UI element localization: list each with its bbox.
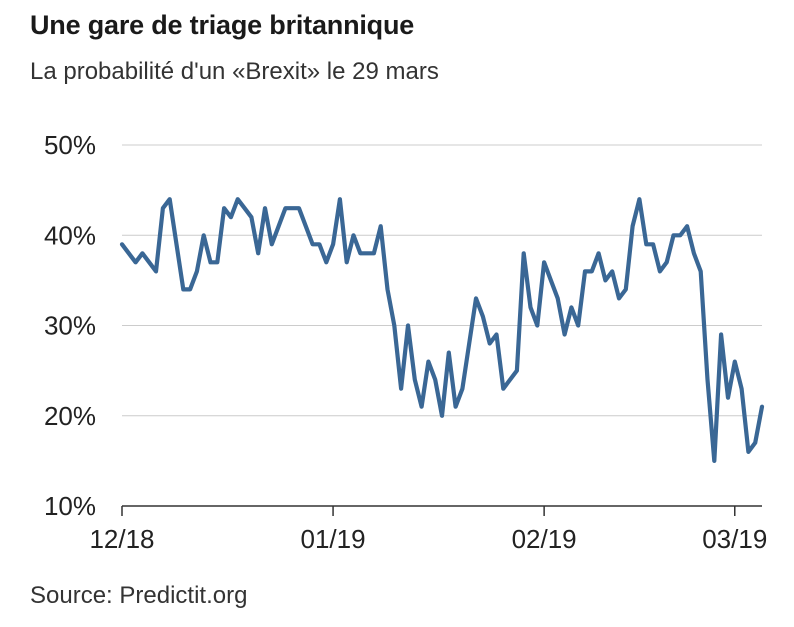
- source-note: Source: Predictit.org: [30, 582, 248, 609]
- chart-title: Une gare de triage britannique: [30, 10, 415, 40]
- series-layer: [119, 197, 765, 463]
- x-axis: [121, 505, 762, 516]
- tick-labels: 50% 40% 30% 20% 10%12/18 01/19 02/19 03/19: [44, 130, 767, 554]
- y-tick-label-30: 30%: [44, 311, 96, 341]
- series-line-0: [119, 197, 765, 463]
- y-tick-label-40: 40%: [44, 220, 96, 250]
- chart-subtitle: La probabilité d'un «Brexit» le 29 mars: [30, 58, 439, 85]
- x-tick-label-0: 12/18: [89, 524, 154, 554]
- x-tick-label-3: 03/19: [702, 524, 767, 554]
- gridlines: [122, 144, 762, 417]
- y-tick-label-50: 50%: [44, 130, 96, 160]
- y-tick-label-10: 10%: [44, 491, 96, 521]
- y-tick-label-20: 20%: [44, 401, 96, 431]
- x-tick-label-2: 02/19: [512, 524, 577, 554]
- x-tick-label-1: 01/19: [301, 524, 366, 554]
